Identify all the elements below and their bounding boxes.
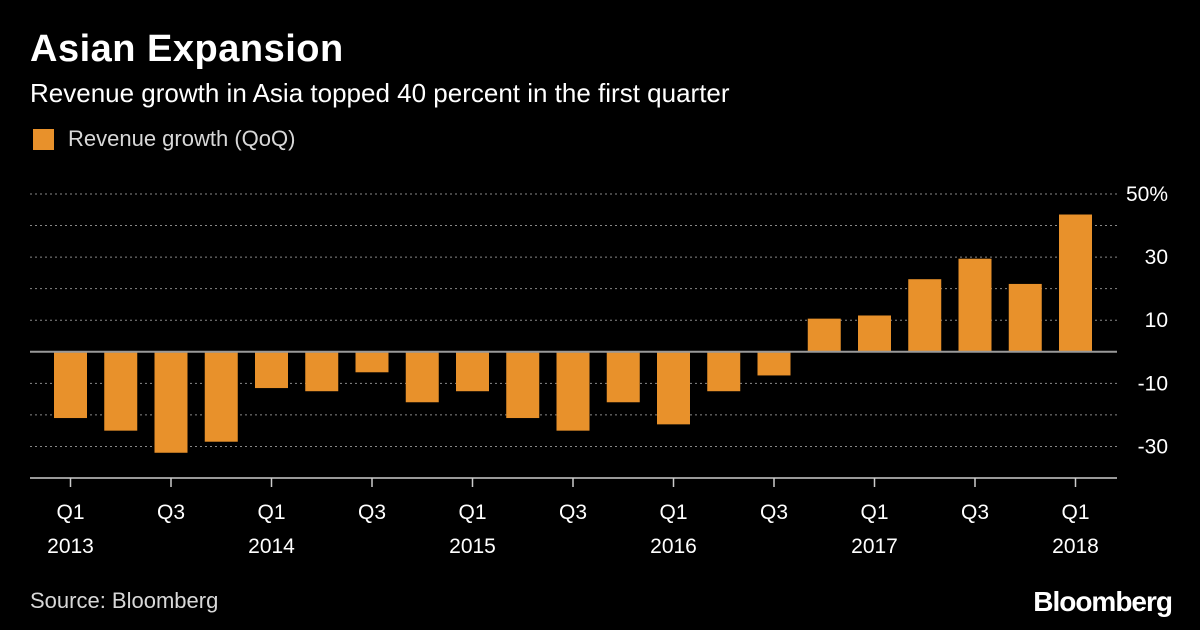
x-tick-label: Q1 [257,501,285,524]
bar [757,351,791,376]
bar [606,351,640,403]
x-tick-label: Q1 [56,501,84,524]
x-tick-label: Q3 [358,501,386,524]
bar [104,351,138,431]
x-tick-year-label: 2018 [1052,535,1099,558]
bar [807,318,841,352]
x-tick-label: Q3 [157,501,185,524]
y-tick-labels: 50% 30 10 -10 -30 [1126,183,1168,458]
bar [1008,283,1042,352]
x-tick-label: Q1 [1061,501,1089,524]
bar [305,351,339,392]
x-tick-label: Q3 [559,501,587,524]
y-tick-label: 10 [1145,309,1168,332]
legend-label: Revenue growth (QoQ) [68,126,296,151]
bar [657,351,690,425]
bar [556,351,590,431]
x-tick-year-label: 2015 [449,535,496,558]
x-tick-year-label: 2014 [248,535,295,558]
x-tick-label: Q1 [659,501,687,524]
bar [858,315,891,352]
y-tick-label: -30 [1138,435,1168,458]
x-tick-year-label: 2013 [47,535,94,558]
bar [958,258,992,352]
x-tick-label: Q1 [860,501,888,524]
x-tick-labels: Q1 2013 Q3 Q1 2014 Q3 Q1 2015 Q3 Q1 2016 Q3 Q1 2017 Q3… [47,501,1099,558]
bar [456,351,489,392]
y-tick-label: -10 [1138,372,1168,395]
y-tick-label: 30 [1145,246,1168,269]
bars [54,214,1092,453]
y-tick-label: 50% [1126,183,1168,206]
legend-swatch [33,128,54,150]
bloomberg-logo: Bloomberg [1033,586,1173,617]
x-tick-year-label: 2016 [650,535,697,558]
bar [54,351,87,419]
x-tick-label: Q3 [760,501,788,524]
legend: Revenue growth (QoQ) [33,126,295,152]
x-tick-label: Q3 [961,501,989,524]
x-tick-label: Q1 [458,501,486,524]
bar [255,351,288,389]
bar [506,351,540,419]
chart-subtitle: Revenue growth in Asia topped 40 percent… [30,78,730,108]
bar [355,351,389,373]
bar [405,351,439,403]
source-note: Source: Bloomberg [30,588,219,613]
x-tick-year-label: 2017 [851,535,898,558]
bar [1059,214,1092,352]
axes [30,350,1117,487]
bar [707,351,741,392]
bar [204,351,238,442]
bar [908,279,942,352]
bar [154,351,188,453]
chart-title: Asian Expansion [30,28,344,70]
